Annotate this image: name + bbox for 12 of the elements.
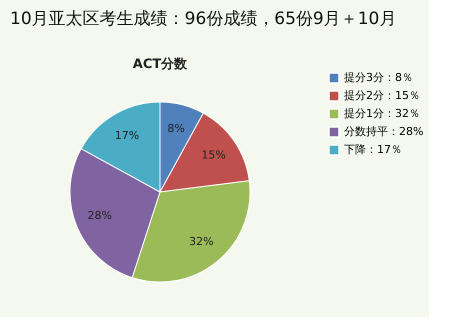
- data-label: 8%: [167, 122, 185, 136]
- data-label: 28%: [88, 208, 112, 222]
- data-label: 17%: [114, 129, 140, 142]
- legend-label: 分数持平：28%: [344, 125, 424, 138]
- chart-subtitle: ACT分数: [132, 57, 188, 72]
- data-label: 15%: [201, 148, 226, 162]
- data-label: 32%: [189, 234, 214, 248]
- chart-title: 10月亚太区考生成绩：96份成绩，65份9月＋10月: [10, 9, 396, 29]
- legend-label: 提分3分：8％: [344, 71, 413, 84]
- legend-label: 提分1分：32％: [344, 107, 420, 120]
- legend-label: 下降：17％: [344, 143, 402, 156]
- legend-label: 提分2分：15％: [344, 89, 420, 102]
